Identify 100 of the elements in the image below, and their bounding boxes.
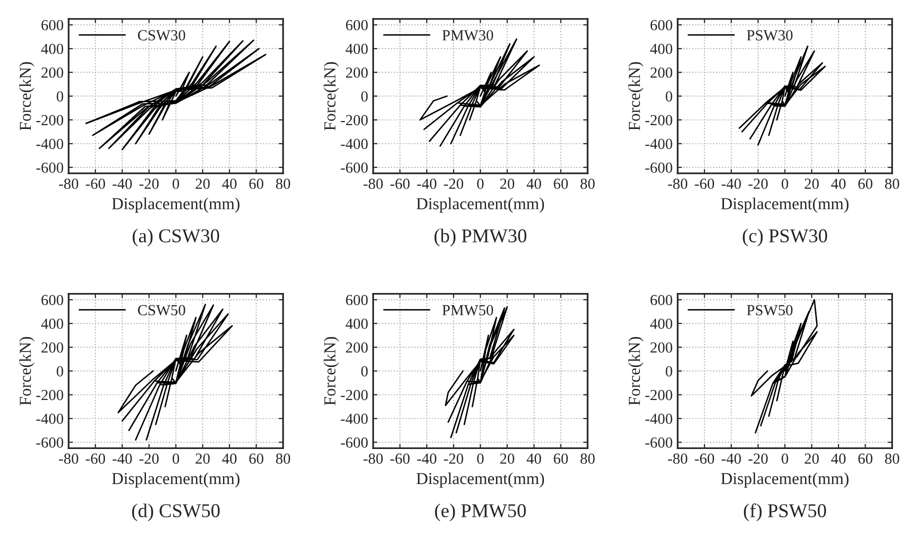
x-tick-label: -20 (748, 178, 768, 189)
x-tick-label: -60 (694, 454, 714, 464)
x-axis-title: Displacement(mm) (112, 198, 240, 213)
y-tick-label: 600 (650, 20, 672, 30)
text: (f) PSW50 (744, 503, 826, 522)
legend-label: PMW30 (442, 30, 494, 41)
x-tick-label: 60 (249, 178, 264, 189)
x-tick-label: 40 (831, 454, 846, 464)
x-axis-title: Displacement(mm) (416, 198, 544, 213)
y-tick-label: 0 (361, 366, 368, 376)
x-tick-label: 0 (782, 178, 788, 189)
x-tick-label: -80 (364, 178, 383, 189)
line-series (118, 304, 233, 441)
text: (d) CSW50 (132, 504, 220, 522)
x-tick-label: 20 (500, 178, 514, 189)
x-tick-label: -20 (444, 454, 464, 464)
x-tick-label: 0 (782, 454, 788, 464)
y-tick-label: -400 (645, 138, 672, 150)
legend-label: PMW50 (442, 305, 494, 316)
y-tick-label: -600 (340, 162, 368, 173)
y-axis-title: Force(kN) (628, 62, 644, 130)
y-tick-label: -600 (36, 437, 64, 448)
x-tick-label: -40 (112, 454, 132, 464)
x-tick-label: 60 (249, 454, 264, 464)
x-tick-label: 40 (222, 178, 237, 189)
x-tick-label: -40 (112, 178, 132, 189)
text: (e) PMW50 (435, 504, 526, 522)
x-tick-label: 60 (858, 454, 872, 464)
text: (b) PMW30 (434, 228, 526, 246)
y-tick-label: 600 (42, 294, 64, 306)
y-tick-label: 400 (346, 44, 368, 54)
x-tick-label: 20 (500, 454, 514, 464)
line-series (85, 40, 266, 150)
x-tick-label: -80 (59, 178, 78, 189)
x-tick-label: 20 (804, 178, 819, 189)
x-axis-title: Displacement(mm) (416, 472, 544, 488)
x-tick-label: 40 (526, 454, 542, 464)
y-tick-label: 200 (42, 342, 64, 353)
x-tick-label: -20 (444, 178, 464, 189)
x-tick-label: -80 (364, 454, 383, 464)
x-tick-label: 60 (554, 178, 568, 189)
x-tick-label: 0 (172, 454, 180, 464)
y-tick-label: 200 (650, 342, 672, 353)
x-tick-label: -80 (59, 454, 78, 464)
y-tick-label: 0 (666, 91, 672, 102)
x-tick-label: 80 (580, 454, 595, 464)
y-tick-label: 200 (346, 67, 368, 78)
text: (a) CSW30 (132, 228, 220, 246)
y-tick-label: -400 (645, 414, 672, 424)
y-tick-label: -200 (340, 390, 368, 400)
y-axis-title: Force(kN) (19, 62, 34, 130)
y-tick-label: 400 (346, 318, 368, 329)
y-tick-label: -400 (36, 138, 64, 150)
y-tick-label: 200 (346, 342, 368, 353)
y-axis-title: Force(kN) (628, 337, 644, 406)
x-tick-label: -40 (722, 454, 741, 464)
x-tick-label: -60 (694, 178, 714, 189)
y-axis-title: Force(kN) (19, 337, 34, 406)
y-tick-label: -200 (36, 390, 64, 400)
x-tick-label: -60 (390, 454, 410, 464)
legend-label: CSW50 (138, 305, 186, 316)
y-tick-label: 400 (650, 44, 672, 54)
y-tick-label: -400 (36, 414, 64, 424)
x-tick-label: -80 (668, 178, 688, 189)
x-tick-label: 40 (526, 178, 542, 189)
y-tick-label: -600 (645, 437, 672, 448)
y-tick-label: 400 (41, 44, 64, 54)
x-tick-label: -40 (722, 178, 741, 189)
y-tick-label: -200 (645, 115, 672, 126)
x-tick-label: -20 (139, 178, 159, 189)
y-tick-label: 600 (346, 294, 368, 306)
x-tick-label: 60 (554, 454, 568, 464)
x-tick-label: 80 (885, 178, 900, 189)
x-tick-label: 80 (276, 454, 290, 464)
x-tick-label: 80 (885, 454, 900, 464)
x-tick-label: -60 (86, 454, 106, 464)
y-tick-label: 600 (650, 294, 672, 306)
y-tick-label: 0 (56, 366, 64, 376)
x-tick-label: -80 (668, 454, 688, 464)
x-tick-label: 0 (477, 454, 484, 464)
x-tick-label: 80 (276, 178, 290, 189)
y-tick-label: -400 (340, 414, 368, 424)
legend-label: PSW50 (746, 305, 793, 316)
x-tick-label: 40 (222, 454, 237, 464)
x-tick-label: 60 (858, 178, 872, 189)
x-tick-label: 0 (477, 178, 484, 189)
y-tick-label: -600 (36, 162, 64, 173)
x-tick-label: 0 (172, 178, 180, 189)
x-axis-title: Displacement(mm) (721, 472, 848, 488)
y-tick-label: 400 (41, 318, 64, 329)
y-tick-label: 0 (56, 91, 64, 102)
y-tick-label: -600 (645, 162, 672, 173)
line-series (738, 46, 826, 146)
y-tick-label: 400 (650, 318, 672, 329)
x-tick-label: -20 (139, 454, 159, 464)
y-axis-title: Force(kN) (324, 337, 339, 406)
y-tick-label: -200 (645, 390, 672, 400)
x-tick-label: 40 (831, 178, 846, 189)
y-tick-label: 600 (346, 20, 368, 30)
x-tick-label: 80 (580, 178, 595, 189)
